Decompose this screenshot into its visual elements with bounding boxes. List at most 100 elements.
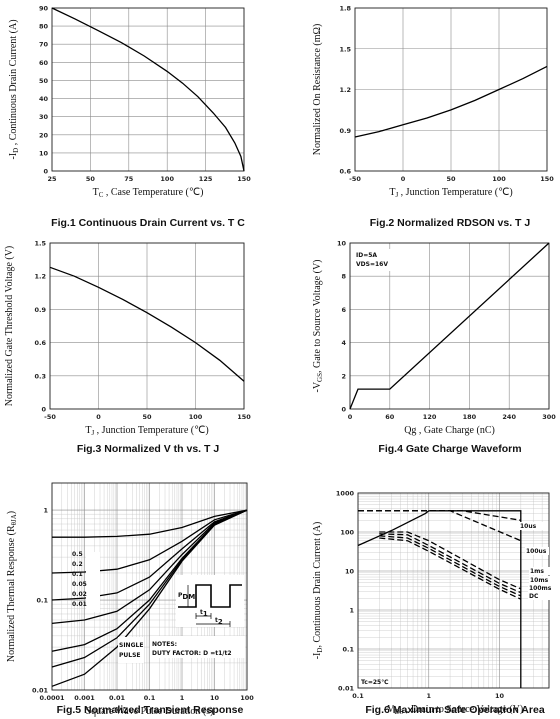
series-line-10ms [379,533,522,594]
x-tick-label: 150 [540,175,554,183]
y-axis-label: Normalized On Resistance (mΩ) [312,24,323,156]
annotation-text: Tc=25℃ [361,679,389,686]
y-tick-label: 50 [39,77,49,85]
x-tick-label: 120 [423,413,437,421]
y-tick-label: 1.5 [34,240,46,248]
series-label-backdrop [529,567,553,575]
x-tick-label: 0 [348,413,353,421]
notes-text: DUTY FACTOR: D =t1/t2 [152,650,232,657]
y-tick-label: 80 [39,23,49,31]
x-tick-label: 10 [210,694,220,702]
y-tick-label: 1 [349,607,354,615]
y-tick-label: 1 [43,507,48,515]
x-tick-label: -50 [44,413,56,421]
series-label-backdrop [529,576,553,584]
plot-frame [349,242,550,410]
x-tick-label: 75 [124,175,134,183]
y-tick-label: 1000 [336,490,355,498]
series-label: 100us [526,548,547,555]
x-tick-label: 1 [427,692,432,700]
legend-backdrop [86,552,100,612]
x-tick-label: 300 [542,413,556,421]
y-tick-label: 0 [41,406,46,414]
figure-caption: Fig.4 Gate Charge Waveform [378,443,521,455]
plot-frame [49,242,245,410]
y-tick-label: 1.8 [339,5,351,13]
series-label-backdrop [528,592,552,600]
series-line-single-pulse [51,509,248,687]
legend-entry: 0.5 [72,551,83,558]
pdm-label: PDM [178,592,195,601]
series-line-100us [358,510,522,542]
x-tick-label: 0.001 [74,694,95,702]
plot-frame [51,482,248,691]
y-axis-label: -ID, Continuous Drain Current (A) [312,522,324,660]
x-tick-label: 0.1 [352,692,364,700]
series-label: 10ms [530,577,549,584]
legend-entry: 0.2 [72,561,83,568]
y-tick-label: 0 [341,406,346,414]
y-tick-label: 0.9 [339,127,351,135]
series-label-backdrop [519,522,543,530]
x-tick-label: 10 [495,692,505,700]
t1-marker [195,613,212,619]
single-pulse-backdrop [118,637,144,663]
figure-caption: Fig.5 Normalized Transient Response [57,704,244,716]
legend-entry: 0.01 [72,601,87,608]
annotation-box [353,249,397,271]
series-label: DC [529,593,539,600]
x-tick-label: 150 [237,175,251,183]
x-tick-label: 100 [160,175,174,183]
series-line-100ms [379,535,522,597]
plot-frame [354,7,548,172]
series-line-10us [358,510,521,521]
y-tick-label: 4 [341,339,346,347]
x-tick-label: 50 [446,175,456,183]
x-axis-label: TJ , Junction Temperature (℃) [389,187,512,199]
x-tick-label: 50 [142,413,152,421]
pulse-inset-diagram: PDM t1 t2 [176,575,244,627]
x-axis-label: Qg , Gate Charge (nC) [404,425,495,436]
x-tick-label: 125 [199,175,213,183]
t2-marker [196,621,231,627]
y-tick-label: 1.2 [34,273,46,281]
annotation-text: VDS=16V [356,261,388,268]
y-tick-label: 10 [337,240,347,248]
notes-backdrop [150,636,245,658]
x-tick-label: 0.1 [144,694,156,702]
x-tick-label: 180 [463,413,477,421]
series-line-0.2 [51,509,248,574]
x-tick-label: 0 [96,413,101,421]
y-tick-label: 100 [340,529,354,537]
x-tick-label: 100 [240,694,254,702]
pulse-waveform [178,584,242,608]
series-label-backdrop [525,547,549,555]
series-line-1 [354,65,548,138]
x-tick-label: 1 [180,694,185,702]
y-axis-label: Normalized Gate Threshold Voltage (V) [4,246,15,407]
y-tick-label: 60 [39,59,49,67]
series-line-0.05 [51,509,248,625]
chart-panel-4: 0 60 120 180 240 300 0 2 4 6 8 10 Qg , Gate Charge (… [312,240,556,456]
series-label: 100ms [529,585,552,592]
y-tick-label: 0 [43,168,48,176]
chart-panel-2: -50 0 50 100 150 0.6 0.9 1.2 1.5 1.8 TJ , Junction… [312,5,554,230]
x-tick-label: 240 [502,413,516,421]
y-tick-label: 90 [39,5,49,13]
y-tick-label: 0.9 [34,306,46,314]
y-tick-label: 0.6 [339,168,351,176]
legend-entry: 0.02 [72,591,87,598]
y-tick-label: 0.3 [34,372,46,380]
legend-entry-single-pulse: PULSE [119,652,141,659]
series-line-0.5 [52,509,248,538]
figure-caption: Fig.1 Continuous Drain Current vs. T C [51,217,245,229]
x-axis-label: TC , Case Temperature (℃) [93,187,204,199]
y-tick-label: 70 [39,41,49,49]
series-line-1 [49,266,245,382]
legend-entry: 0.1 [72,571,83,578]
y-tick-label: 0.1 [36,597,48,605]
x-tick-label: 60 [385,413,395,421]
y-axis-label: -VGS, Gate to Source Voltage (V) [312,259,324,392]
y-axis-label: -ID , Continuous Drain Current (A) [8,19,20,159]
